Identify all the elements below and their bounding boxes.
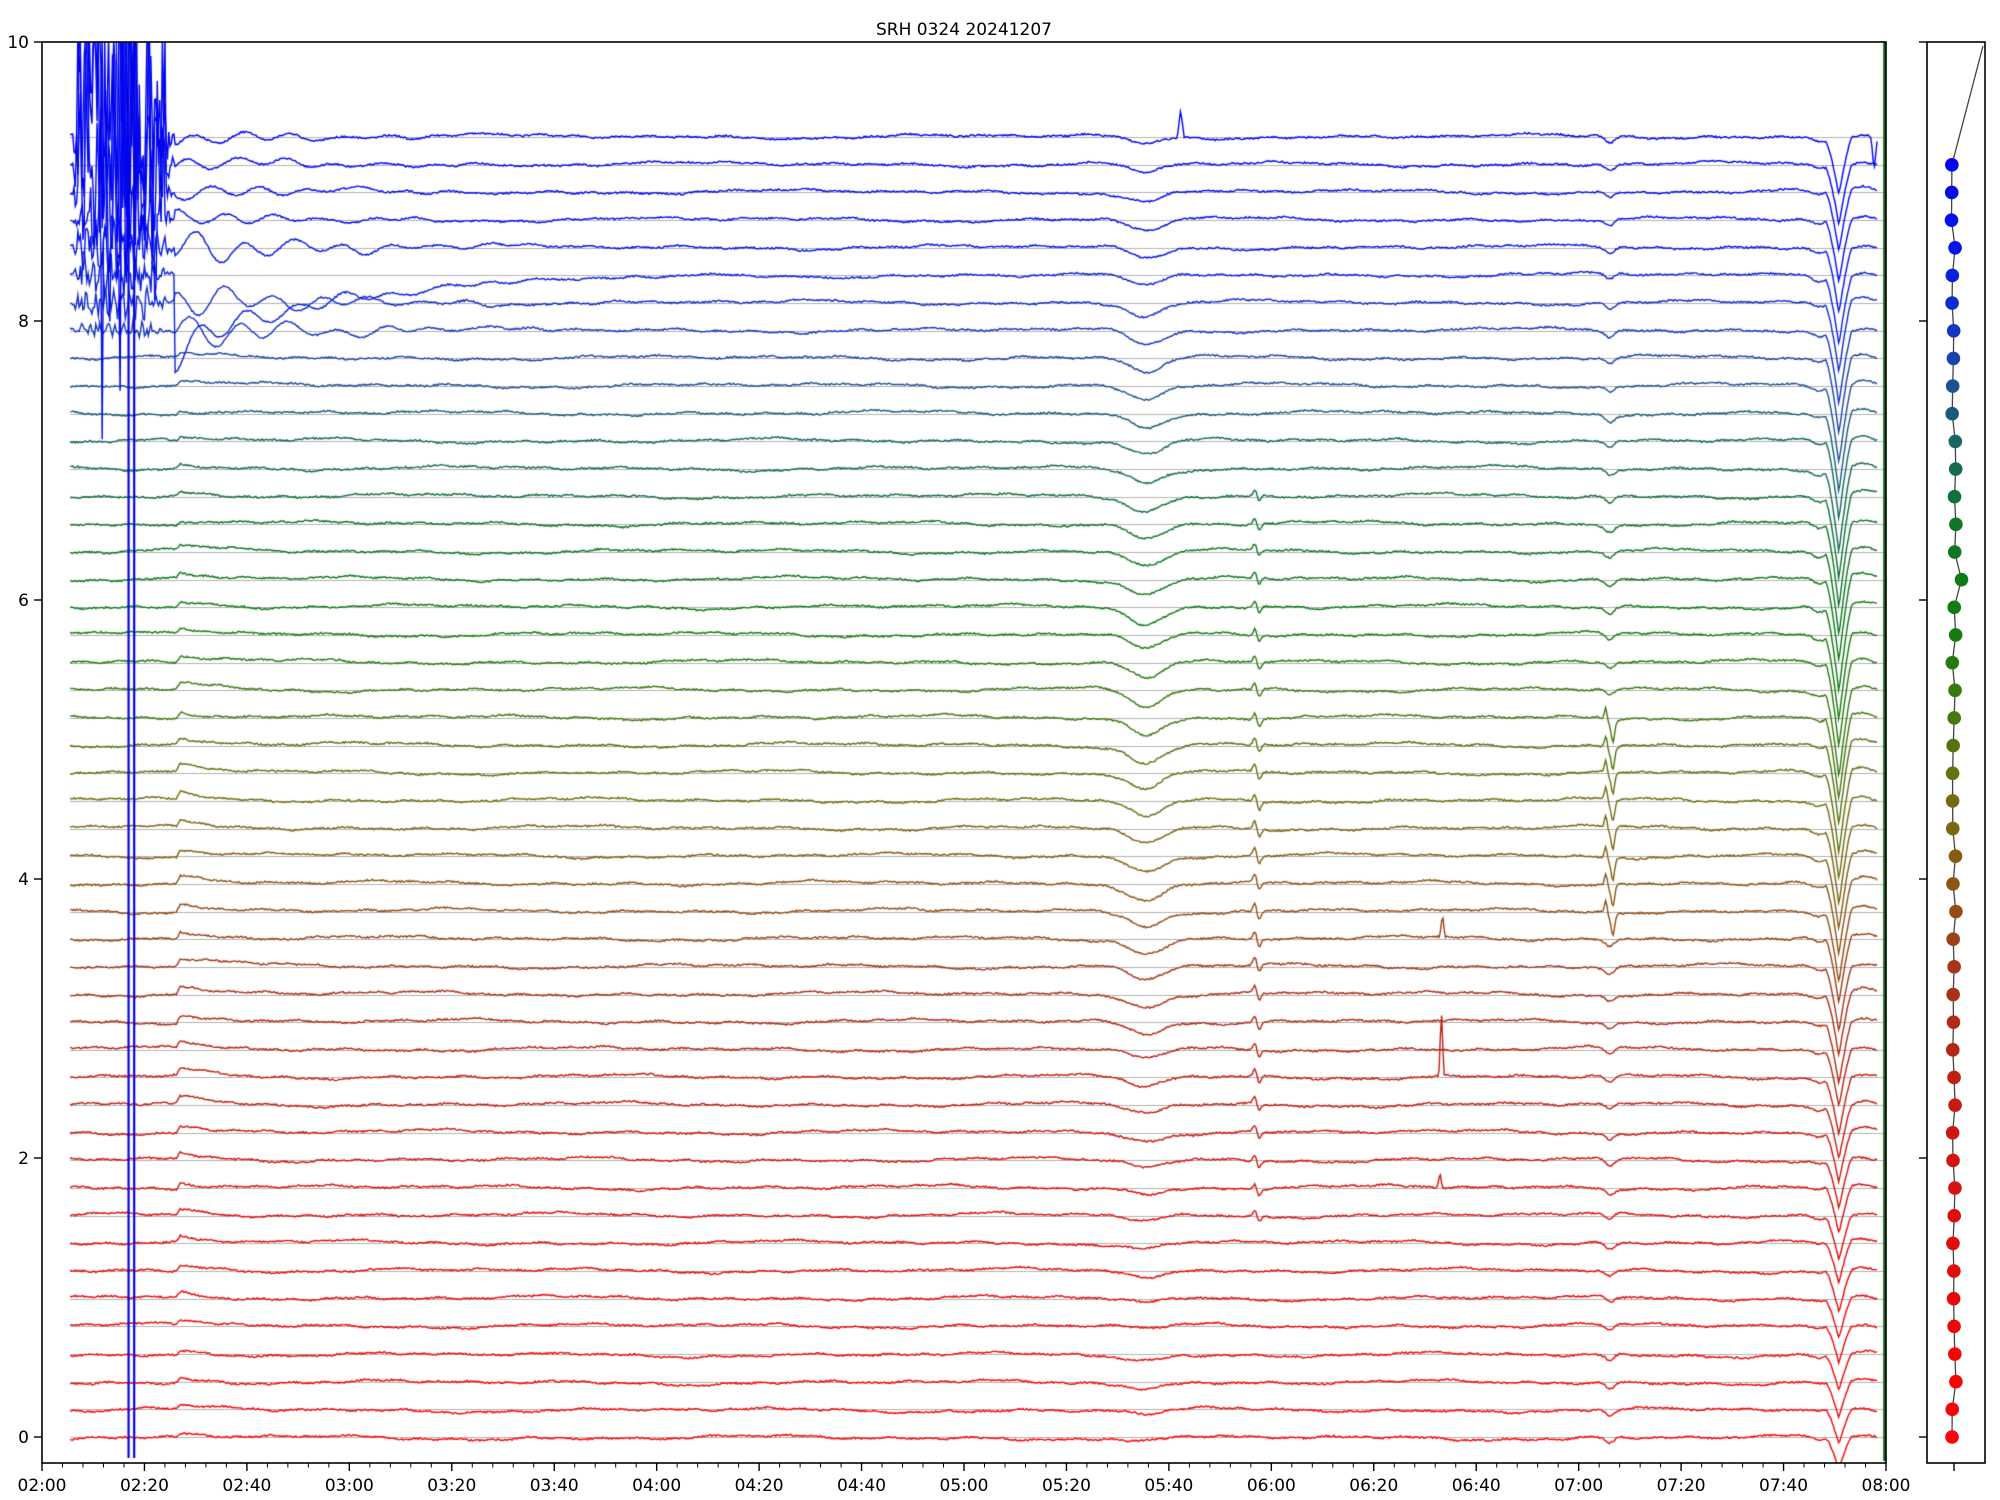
frequency-dot [1947, 489, 1962, 504]
frequency-dot [1946, 877, 1960, 891]
x-tick-label: 05:40 [1144, 1476, 1193, 1496]
frequency-dot [1954, 572, 1969, 587]
frequency-dot [1945, 268, 1960, 283]
frequency-dot [1945, 766, 1960, 781]
frequency-dot [1945, 655, 1960, 670]
frequency-dot [1945, 1402, 1960, 1417]
frequency-dot [1946, 1291, 1961, 1306]
x-tick-label: 06:20 [1349, 1476, 1398, 1496]
frequency-dot [1949, 1374, 1963, 1389]
frequency-dot [1946, 351, 1961, 366]
x-tick-label: 04:20 [735, 1476, 784, 1496]
frequency-dot [1945, 379, 1960, 393]
frequency-dot [1948, 1181, 1962, 1195]
frequency-dot [1945, 1125, 1960, 1140]
frequency-dot [1948, 1098, 1962, 1112]
y-tick-label: 2 [18, 1149, 29, 1169]
x-tick-label: 07:20 [1657, 1476, 1706, 1496]
frequency-dot [1947, 960, 1961, 974]
frequency-dot [1945, 406, 1959, 421]
frequency-dot [1945, 1430, 1959, 1444]
frequency-dot [1947, 600, 1962, 615]
x-tick-label: 02:40 [222, 1476, 271, 1496]
frequency-dot [1949, 517, 1963, 532]
x-tick-label: 04:40 [837, 1476, 886, 1496]
side-panel-border [1926, 41, 1986, 1464]
frequency-dot [1944, 213, 1959, 227]
frequency-dot [1948, 628, 1963, 642]
x-tick-label: 07:40 [1759, 1476, 1808, 1496]
frequency-dot [1948, 434, 1963, 449]
frequency-dot [1947, 1347, 1962, 1361]
x-tick-label: 07:00 [1554, 1476, 1603, 1496]
frequency-dot [1946, 987, 1960, 1002]
frequency-dot [1949, 904, 1963, 919]
main-axes: 02:00 02:20 02:40 03:00 03:20 03:40 04:00 04:20… [7, 33, 1910, 1496]
frequency-dot [1947, 1264, 1961, 1278]
frequency-dot [1946, 1153, 1960, 1168]
x-tick-label: 03:20 [427, 1476, 476, 1496]
x-tick-label: 04:00 [632, 1476, 681, 1496]
frequency-dot [1945, 821, 1960, 836]
y-tick-label: 10 [7, 33, 29, 53]
y-tick-label: 0 [18, 1428, 29, 1448]
frequency-dot [1947, 711, 1961, 725]
frequency-dot [1946, 323, 1961, 338]
x-tick-label: 03:40 [530, 1476, 579, 1496]
x-tick-label: 05:20 [1042, 1476, 1091, 1496]
x-tick-label: 05:00 [940, 1476, 989, 1496]
main-plot-border [41, 41, 1887, 1464]
side-panel [1919, 41, 1986, 1471]
frequency-dot [1947, 1070, 1961, 1085]
frequency-dot [1948, 683, 1962, 698]
x-tick-label: 08:00 [1862, 1476, 1911, 1496]
frequency-dot [1947, 1319, 1961, 1334]
frequency-dot [1946, 738, 1960, 753]
x-tick-label: 06:40 [1452, 1476, 1501, 1496]
y-tick-label: 6 [18, 591, 29, 611]
x-tick-label: 02:00 [18, 1476, 67, 1496]
frequency-dot [1945, 794, 1960, 808]
frequency-dot [1946, 1236, 1960, 1251]
frequency-dot [1945, 296, 1959, 310]
chart-title: SRH 0324 20241207 [876, 20, 1052, 40]
frequency-dot [1947, 1208, 1962, 1223]
frequency-dot [1945, 158, 1959, 172]
frequency-dot [1948, 462, 1963, 476]
frequency-dot [1946, 932, 1960, 946]
frequency-dot [1947, 545, 1962, 559]
x-tick-label: 03:00 [325, 1476, 374, 1496]
frequency-dot [1946, 1015, 1961, 1029]
x-tick-label: 02:20 [120, 1476, 169, 1496]
x-tick-label: 06:00 [1247, 1476, 1296, 1496]
y-tick-label: 4 [18, 870, 29, 890]
frequency-dot [1944, 185, 1959, 200]
frequency-dot [1945, 1043, 1960, 1057]
y-tick-label: 8 [18, 312, 29, 332]
frequency-dot [1948, 849, 1963, 864]
frequency-dot [1948, 240, 1962, 255]
